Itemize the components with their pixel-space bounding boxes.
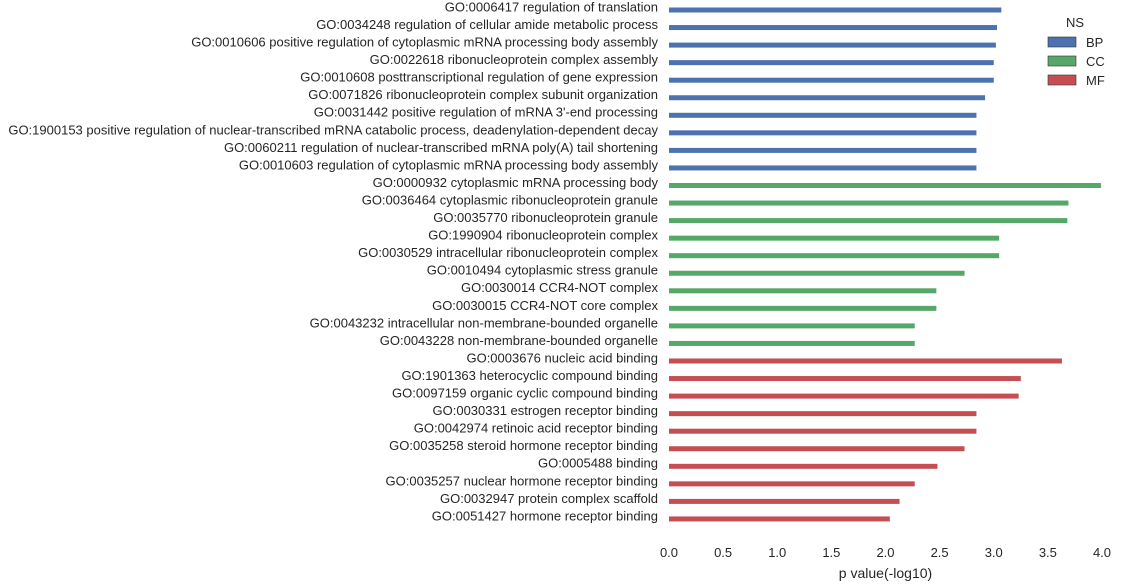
bar-mf-23 — [669, 411, 977, 417]
bar-cc-18 — [669, 323, 915, 329]
category-label: GO:0042974 retinoic acid receptor bindin… — [414, 421, 658, 436]
category-label: GO:0043232 intracellular non-membrane-bo… — [310, 315, 658, 330]
category-label: GO:0030529 intracellular ribonucleoprote… — [358, 245, 658, 260]
legend-label-mf: MF — [1086, 73, 1105, 88]
x-ticks-layer: 0.0 0.5 1.0 1.5 2.0 2.5 3.0 3.5 4.0 — [660, 545, 1111, 560]
legend-swatch-mf — [1047, 74, 1077, 86]
category-label: GO:0097159 organic cyclic compound bindi… — [392, 386, 658, 401]
category-label: GO:0000932 cytoplasmic mRNA processing b… — [373, 175, 659, 190]
bar-mf-24 — [669, 428, 977, 434]
category-label: GO:0032947 protein complex scaffold — [440, 491, 658, 506]
category-label: GO:0003676 nucleic acid binding — [466, 350, 658, 365]
legend-title: NS — [1066, 15, 1084, 30]
x-tick-label: 0.5 — [714, 545, 732, 560]
bar-bp-6 — [669, 112, 977, 118]
category-label: GO:0010606 positive regulation of cytopl… — [191, 35, 658, 50]
category-label: GO:0035770 ribonucleoprotein granule — [433, 210, 658, 225]
bar-cc-12 — [669, 218, 1068, 224]
category-label: GO:0030331 estrogen receptor binding — [433, 403, 659, 418]
bar-cc-14 — [669, 253, 1000, 259]
bar-bp-1 — [669, 25, 997, 31]
category-labels-layer: GO:0006417 regulation of translation GO:0… — [8, 0, 658, 523]
bar-bp-9 — [669, 165, 977, 171]
legend-swatch-cc — [1047, 55, 1077, 67]
category-label: GO:1990904 ribonucleoprotein complex — [428, 228, 658, 243]
bar-cc-15 — [669, 270, 965, 276]
bar-cc-13 — [669, 235, 1000, 241]
bar-bp-0 — [669, 7, 1002, 13]
bar-cc-19 — [669, 340, 915, 346]
bar-mf-25 — [669, 446, 965, 452]
category-label: GO:0010608 posttranscriptional regulatio… — [300, 70, 658, 85]
category-label: GO:0005488 binding — [538, 456, 658, 471]
category-label: GO:1900153 positive regulation of nuclea… — [8, 122, 658, 137]
bar-mf-22 — [669, 393, 1019, 399]
category-label: GO:0043228 non-membrane-bounded organell… — [380, 333, 658, 348]
x-tick-label: 3.5 — [1039, 545, 1057, 560]
bar-cc-10 — [669, 183, 1101, 188]
x-tick-label: 4.0 — [1093, 545, 1111, 560]
bar-cc-11 — [669, 200, 1069, 206]
category-label: GO:0071826 ribonucleoprotein complex sub… — [308, 87, 658, 102]
bar-cc-17 — [669, 305, 937, 311]
bar-mf-29 — [669, 516, 890, 522]
x-axis-label: p value(-log10) — [839, 565, 932, 581]
category-label: GO:0022618 ribonucleoprotein complex ass… — [370, 52, 659, 67]
legend-swatch-bp — [1047, 36, 1077, 48]
category-label: GO:1901363 heterocyclic compound binding — [401, 368, 658, 383]
bar-bp-5 — [669, 95, 986, 101]
category-label: GO:0035258 steroid hormone receptor bind… — [389, 438, 658, 453]
category-label: GO:0031442 positive regulation of mRNA 3… — [314, 105, 658, 120]
legend: NS BP CC MF — [1047, 15, 1105, 88]
category-label: GO:0010603 regulation of cytoplasmic mRN… — [239, 157, 659, 172]
legend-label-bp: BP — [1086, 35, 1103, 50]
bar-bp-7 — [669, 130, 977, 136]
x-tick-label: 3.0 — [985, 545, 1003, 560]
x-tick-label: 1.5 — [822, 545, 840, 560]
bars-layer — [669, 7, 1101, 522]
category-label: GO:0030014 CCR4-NOT complex — [461, 280, 659, 295]
category-label: GO:0060211 regulation of nuclear-transcr… — [224, 140, 658, 155]
category-label: GO:0034248 regulation of cellular amide … — [316, 17, 658, 32]
bar-bp-8 — [669, 147, 977, 153]
bar-mf-27 — [669, 481, 915, 487]
bar-bp-2 — [669, 42, 996, 48]
bar-cc-16 — [669, 288, 937, 294]
bar-bp-3 — [669, 60, 994, 66]
category-label: GO:0051427 hormone receptor binding — [432, 508, 658, 523]
bar-mf-20 — [669, 358, 1062, 364]
bar-mf-21 — [669, 376, 1021, 382]
category-label: GO:0030015 CCR4-NOT core complex — [432, 298, 658, 313]
bar-bp-4 — [669, 77, 994, 83]
x-tick-label: 2.0 — [876, 545, 894, 560]
category-label: GO:0036464 cytoplasmic ribonucleoprotein… — [362, 192, 658, 207]
category-label: GO:0035257 nuclear hormone receptor bind… — [386, 473, 658, 488]
legend-label-cc: CC — [1086, 54, 1105, 69]
category-label: GO:0006417 regulation of translation — [445, 0, 658, 14]
x-tick-label: 0.0 — [660, 545, 678, 560]
x-tick-label: 2.5 — [931, 545, 949, 560]
bar-mf-26 — [669, 463, 938, 469]
category-label: GO:0010494 cytoplasmic stress granule — [427, 263, 658, 278]
x-tick-label: 1.0 — [768, 545, 786, 560]
bar-mf-28 — [669, 498, 900, 504]
